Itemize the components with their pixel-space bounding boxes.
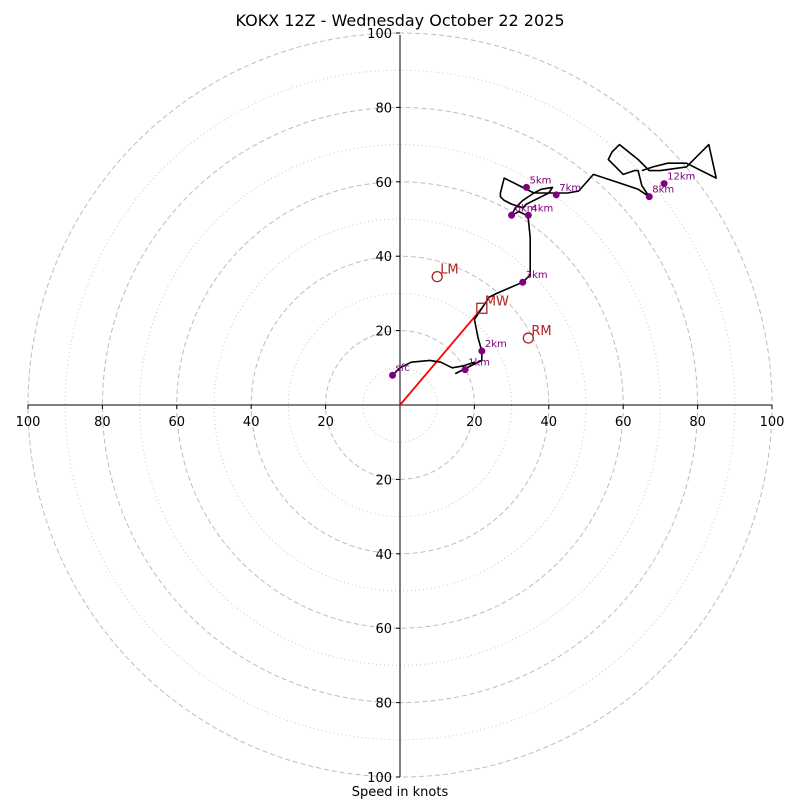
storm-marker-MW <box>476 302 488 314</box>
storm-marker-RM <box>522 332 534 344</box>
height-marker-7km <box>552 191 560 199</box>
x-tick-label: 20 <box>317 415 334 430</box>
storm-label-LM: LM <box>440 263 458 278</box>
x-tick-label: 60 <box>169 415 186 430</box>
y-tick-label: 60 <box>375 176 392 191</box>
y-tick-label: 60 <box>375 622 392 637</box>
height-label-1km: 1km <box>468 358 490 369</box>
x-axis-label: Speed in knots <box>352 785 449 800</box>
shear-vector <box>399 307 483 406</box>
x-tick-label: 60 <box>615 415 632 430</box>
y-tick-label: 100 <box>367 27 392 42</box>
x-tick-label: 40 <box>243 415 260 430</box>
y-tick-label: 20 <box>375 325 392 340</box>
tick-labels: 20 20 20 20 40 40 40 40 60 60 60 60 80 80 80 80 100 100 10… <box>16 27 785 786</box>
height-label-6km: 6km <box>515 203 537 214</box>
hodograph-trace <box>392 143 718 376</box>
y-tick-label: 40 <box>375 548 392 563</box>
height-marker-8km <box>645 193 653 201</box>
height-label-4km: 4km <box>531 203 553 214</box>
height-label-7km: 7km <box>559 183 581 194</box>
height-marker-2km <box>478 347 486 355</box>
height-label-5km: 5km <box>529 175 551 186</box>
chart-title: KOKX 12Z - Wednesday October 22 2025 <box>235 11 564 30</box>
storm-motion-markers: LM MW RM <box>431 263 552 344</box>
height-label-3km: 3km <box>526 270 548 281</box>
height-marker-6km <box>508 211 516 219</box>
height-marker-4km <box>524 211 532 219</box>
height-marker-5km <box>522 183 530 191</box>
x-tick-label: 80 <box>94 415 111 430</box>
height-marker-12km <box>660 180 668 188</box>
hodograph-trace-group <box>392 143 718 376</box>
height-label-12km: 12km <box>667 172 695 183</box>
y-tick-label: 80 <box>375 697 392 712</box>
height-marker-1km <box>461 366 469 374</box>
storm-label-RM: RM <box>531 324 551 339</box>
height-marker-sfc <box>389 371 397 379</box>
height-marker-3km <box>519 278 527 286</box>
storm-label-MW: MW <box>485 294 509 309</box>
storm-marker-LM <box>431 271 443 283</box>
x-tick-label: 100 <box>16 415 41 430</box>
x-tick-label: 100 <box>760 415 785 430</box>
height-label-8km: 8km <box>652 185 674 196</box>
height-label-sfc: sfc <box>396 363 410 374</box>
shear-vector-group <box>399 307 483 406</box>
y-tick-label: 40 <box>375 250 392 265</box>
y-tick-label: 80 <box>375 101 392 116</box>
x-tick-label: 40 <box>541 415 558 430</box>
x-tick-label: 80 <box>689 415 706 430</box>
x-tick-label: 20 <box>466 415 483 430</box>
y-tick-label: 20 <box>375 473 392 488</box>
y-tick-label: 100 <box>367 771 392 786</box>
height-label-2km: 2km <box>485 339 507 350</box>
